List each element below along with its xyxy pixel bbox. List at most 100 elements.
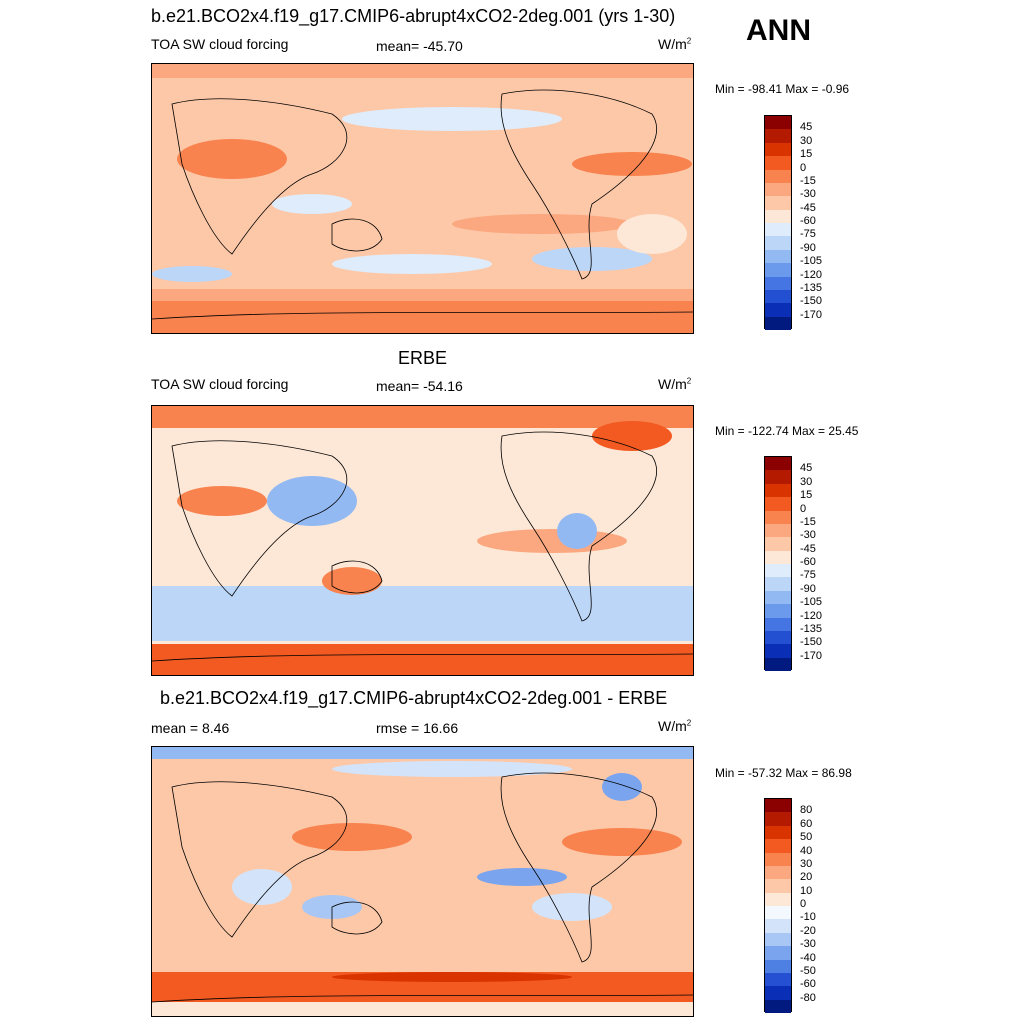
colorbar-tick-label: 30 [800, 134, 813, 147]
panel-3-minmax: Min = -57.32 Max = 86.98 [715, 766, 852, 780]
colorbar-swatch [765, 604, 791, 618]
colorbar-swatch [765, 852, 791, 866]
colorbar-swatch [765, 289, 791, 304]
colorbar-tick-label: 50 [800, 831, 813, 844]
colorbar-swatch [765, 470, 791, 484]
colorbar-tick-label: 45 [800, 462, 813, 475]
colorbar-swatch [765, 657, 791, 671]
colorbar-tick-label: 10 [800, 884, 813, 897]
colorbar-swatch [765, 799, 791, 813]
colorbar-swatch [765, 644, 791, 658]
colorbar-swatch [765, 879, 791, 893]
panel-2-title: ERBE [398, 348, 448, 368]
colorbar-panel-2 [764, 456, 792, 671]
colorbar-swatch [765, 550, 791, 564]
colorbar-swatch [765, 263, 791, 277]
colorbar-tick-label: 15 [800, 489, 813, 502]
panel-2-variable-label: TOA SW cloud forcing [151, 376, 289, 392]
colorbar-tick-label: -60 [800, 215, 816, 227]
colorbar-tick-label: -120 [800, 268, 823, 281]
colorbar-swatch [765, 812, 791, 826]
panel-2-minmax: Min = -122.74 Max = 25.45 [715, 424, 859, 438]
colorbar-swatch [765, 196, 791, 210]
colorbar-tick-label: -105 [800, 596, 823, 609]
colorbar-tick-label: 60 [800, 817, 813, 830]
colorbar-swatch [765, 630, 791, 645]
colorbar-tick-label: -150 [800, 636, 823, 649]
colorbar-swatch [765, 129, 791, 143]
colorbar-tick-label: -170 [800, 649, 823, 662]
colorbar-swatch [765, 892, 791, 906]
panel-2-units: W/m2 [658, 376, 692, 392]
colorbar-swatch [765, 182, 791, 197]
colorbar-tick-label: -75 [800, 569, 816, 582]
colorbar-swatch [765, 932, 791, 947]
colorbar-tick-label: 80 [800, 804, 813, 817]
colorbar-swatch [765, 537, 791, 551]
colorbar-tick-label: -135 [800, 281, 823, 294]
colorbar-tick-label: -105 [800, 255, 823, 268]
colorbar-tick-label: 0 [800, 161, 807, 174]
colorbar-swatch [765, 142, 791, 157]
colorbar-tick-label: -20 [800, 924, 816, 937]
colorbar-tick-label: 45 [800, 121, 813, 134]
colorbar-tick-label: 15 [800, 148, 813, 161]
colorbar-tick-label: 40 [800, 844, 813, 857]
colorbar-swatch [765, 223, 791, 237]
panel-1-units: W/m2 [658, 36, 692, 52]
colorbar-tick-label: 0 [800, 898, 807, 910]
colorbar-swatch [765, 590, 791, 605]
colorbar-swatch [765, 209, 791, 223]
colorbar-swatch [765, 497, 791, 511]
colorbar-swatch [765, 303, 791, 317]
colorbar-swatch [765, 510, 791, 524]
colorbar-swatch [765, 236, 791, 250]
colorbar-panel-1 [764, 115, 792, 330]
colorbar-swatch [765, 457, 791, 471]
model-map [151, 63, 694, 334]
colorbar-swatch [765, 169, 791, 183]
colorbar-tick-label: -75 [800, 228, 816, 241]
panel-3-rmse-label: rmse = 16.66 [376, 720, 459, 736]
season-label: ANN [746, 14, 811, 47]
colorbar-tick-label: -120 [800, 609, 823, 622]
colorbar-swatch [765, 617, 791, 631]
colorbar-tick-label: -30 [800, 188, 816, 201]
colorbar-swatch [765, 839, 791, 853]
colorbar-tick-label: -40 [800, 951, 816, 964]
colorbar-tick-label: -90 [800, 241, 816, 254]
colorbar-swatch [765, 946, 791, 960]
colorbar-swatch [765, 276, 791, 290]
colorbar-tick-label: -45 [800, 542, 816, 555]
colorbar-tick-label: -60 [800, 978, 816, 991]
panel-1-mean-label: mean= -45.70 [376, 38, 463, 54]
diff-map [151, 746, 694, 1017]
colorbar-swatch [765, 986, 791, 1000]
colorbar-swatch [765, 999, 791, 1013]
colorbar-swatch [765, 959, 791, 973]
colorbar-swatch [765, 316, 791, 330]
panel-3-mean-label: mean = 8.46 [151, 720, 230, 736]
obs-map [151, 405, 694, 676]
colorbar-tick-label: 20 [800, 871, 813, 884]
colorbar-tick-label: -45 [800, 201, 816, 214]
colorbar-swatch [765, 156, 791, 170]
panel-3-units: W/m2 [658, 718, 692, 734]
colorbar-swatch [765, 577, 791, 591]
colorbar-tick-label: -90 [800, 582, 816, 595]
colorbar-tick-label: 30 [800, 475, 813, 488]
colorbar-tick-label: -30 [800, 529, 816, 542]
colorbar-swatch [765, 865, 791, 880]
colorbar-tick-label: -80 [800, 991, 816, 1004]
colorbar-tick-label: -60 [800, 556, 816, 568]
panel-2-mean-label: mean= -54.16 [376, 378, 463, 394]
panel-3-title: b.e21.BCO2x4.f19_g17.CMIP6-abrupt4xCO2-2… [160, 688, 668, 708]
colorbar-tick-label: -15 [800, 515, 816, 528]
colorbar-swatch [765, 972, 791, 987]
colorbar-swatch [765, 906, 791, 920]
panel-1-minmax: Min = -98.41 Max = -0.96 [715, 82, 850, 96]
colorbar-swatch [765, 825, 791, 840]
colorbar-tick-label: -30 [800, 938, 816, 951]
colorbar-swatch [765, 116, 791, 130]
colorbar-tick-label: -170 [800, 308, 823, 321]
